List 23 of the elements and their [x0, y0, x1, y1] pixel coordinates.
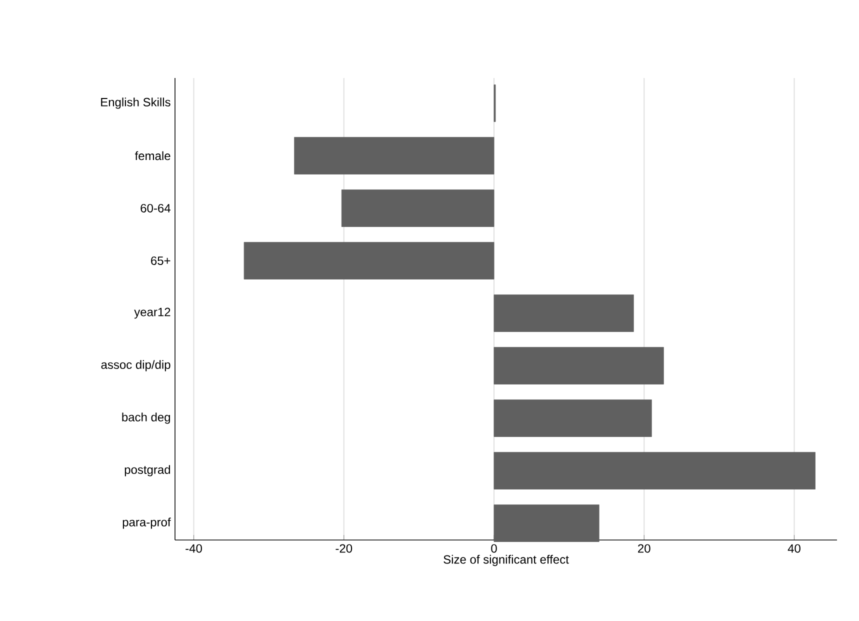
y-tick-label: assoc dip/dip	[101, 360, 170, 372]
x-axis-title: Size of significant effect	[444, 554, 569, 566]
x-tick-label: 40	[788, 544, 800, 553]
bar	[494, 400, 652, 437]
y-tick-label: 65+	[151, 256, 170, 265]
y-tick-label: postgrad	[124, 465, 170, 476]
bar	[494, 347, 664, 384]
x-tick-label: -40	[186, 544, 202, 553]
bar	[494, 452, 816, 490]
y-tick-label: 60-64	[140, 204, 170, 212]
x-tick-label: 20	[638, 544, 650, 553]
y-tick-label: year12	[134, 308, 170, 319]
y-tick-label: bach deg	[122, 412, 170, 424]
x-tick-label: 0	[491, 544, 497, 553]
y-tick-label: female	[134, 151, 170, 160]
y-tick-label: English Skills	[101, 98, 170, 109]
bar	[244, 242, 494, 280]
bar	[494, 504, 600, 542]
x-tick-label: -20	[336, 544, 352, 553]
bar	[341, 190, 494, 227]
bar	[494, 294, 634, 332]
bar	[294, 137, 494, 174]
y-tick-label: para-prof	[122, 518, 171, 529]
